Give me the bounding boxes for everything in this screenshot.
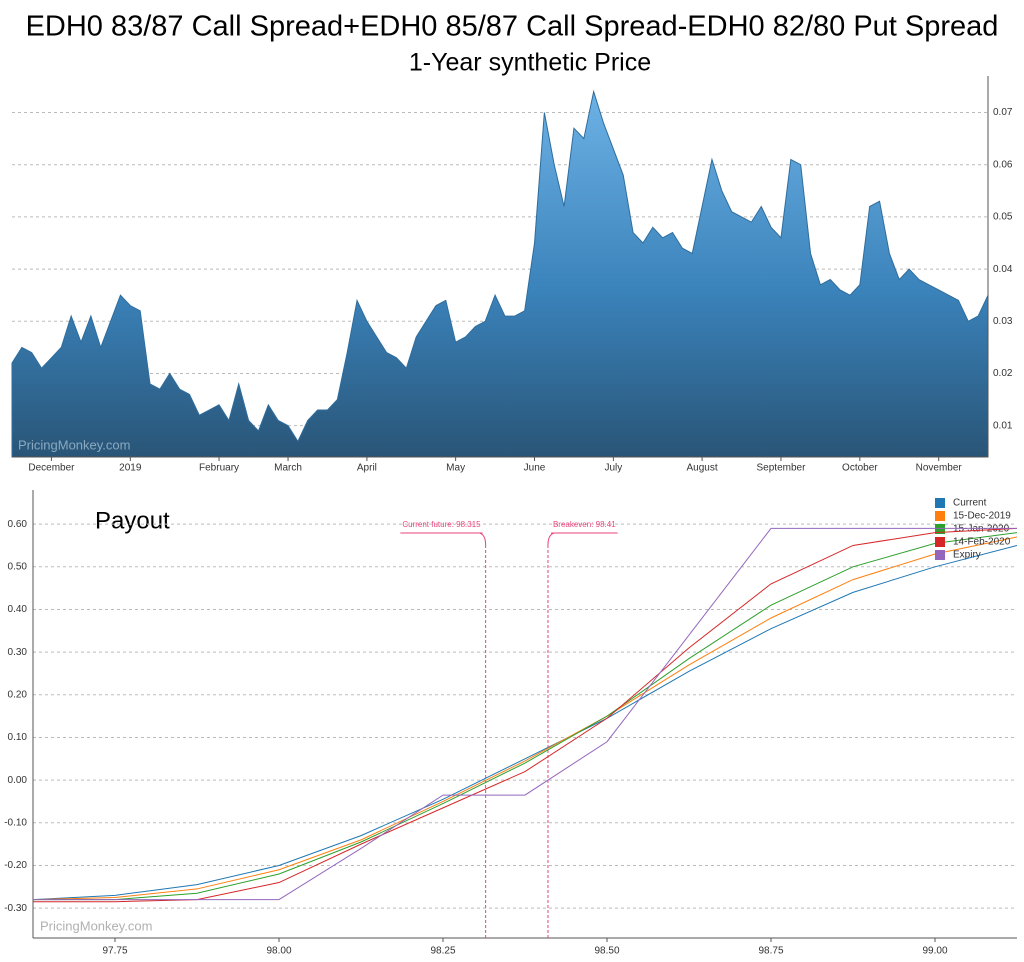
series-line xyxy=(33,532,1018,901)
series-line xyxy=(33,527,1018,903)
legend-swatch xyxy=(935,511,945,521)
x-tick-label: 98.50 xyxy=(594,946,619,957)
x-tick-label: 98.75 xyxy=(758,946,783,957)
chart-title: 1-Year synthetic Price xyxy=(409,49,651,77)
y-tick-label: -0.20 xyxy=(4,860,27,871)
x-tick-label: May xyxy=(446,463,465,474)
x-tick-label: August xyxy=(687,463,718,474)
legend-label: 14-Feb-2020 xyxy=(953,537,1011,548)
area xyxy=(11,89,989,458)
y-tick-label: 0.06 xyxy=(993,159,1013,170)
legend-swatch xyxy=(935,498,945,508)
series-line xyxy=(33,527,1017,901)
series-line xyxy=(32,544,1018,901)
x-tick-label: 98.25 xyxy=(430,946,455,957)
y-tick-label: 0.50 xyxy=(8,561,28,572)
annotation-connector xyxy=(479,532,487,546)
series-line xyxy=(32,536,1018,901)
legend-label: 15-Jan-2020 xyxy=(953,524,1010,535)
x-tick-label: November xyxy=(916,463,963,474)
x-tick-label: December xyxy=(28,463,75,474)
x-tick-label: 98.00 xyxy=(266,946,291,957)
legend-label: Expiry xyxy=(953,550,981,561)
x-tick-label: February xyxy=(199,463,239,474)
y-tick-label: 0.20 xyxy=(8,689,28,700)
x-tick-label: September xyxy=(757,463,807,474)
annotation-connector xyxy=(547,532,555,546)
annotation-label: Current future: 98.315 xyxy=(402,520,481,529)
x-tick-label: 99.00 xyxy=(922,946,947,957)
legend-swatch xyxy=(935,524,945,534)
x-tick-label: 97.75 xyxy=(102,946,127,957)
x-tick-label: April xyxy=(357,463,377,474)
chart-title: Payout xyxy=(95,507,170,534)
y-tick-label: 0.30 xyxy=(8,647,28,658)
x-tick-label: October xyxy=(842,463,878,474)
legend-label: Current xyxy=(953,498,987,509)
y-tick-label: -0.30 xyxy=(4,903,27,914)
y-tick-label: 0.60 xyxy=(8,519,28,530)
y-tick-label: 0.05 xyxy=(993,212,1013,223)
y-tick-label: 0.04 xyxy=(993,264,1013,275)
legend-swatch xyxy=(935,550,945,560)
x-tick-label: 2019 xyxy=(119,463,142,474)
y-tick-label: 0.07 xyxy=(993,107,1013,118)
y-tick-label: 0.00 xyxy=(8,775,28,786)
y-tick-label: 0.03 xyxy=(993,316,1013,327)
y-tick-label: -0.10 xyxy=(4,817,27,828)
y-tick-label: 0.40 xyxy=(8,604,28,615)
y-tick-label: 0.01 xyxy=(993,420,1013,431)
legend-swatch xyxy=(935,537,945,547)
y-tick-label: 0.10 xyxy=(8,732,28,743)
legend-label: 15-Dec-2019 xyxy=(953,511,1011,522)
annotation-label: Breakeven: 98.41 xyxy=(553,520,616,529)
x-tick-label: June xyxy=(524,463,546,474)
watermark: PricingMonkey.com xyxy=(18,437,130,452)
watermark: PricingMonkey.com xyxy=(40,918,152,933)
page-title: EDH0 83/87 Call Spread+EDH0 85/87 Call S… xyxy=(26,11,999,43)
x-tick-label: July xyxy=(604,463,622,474)
x-tick-label: March xyxy=(274,463,302,474)
y-tick-label: 0.02 xyxy=(993,368,1013,379)
